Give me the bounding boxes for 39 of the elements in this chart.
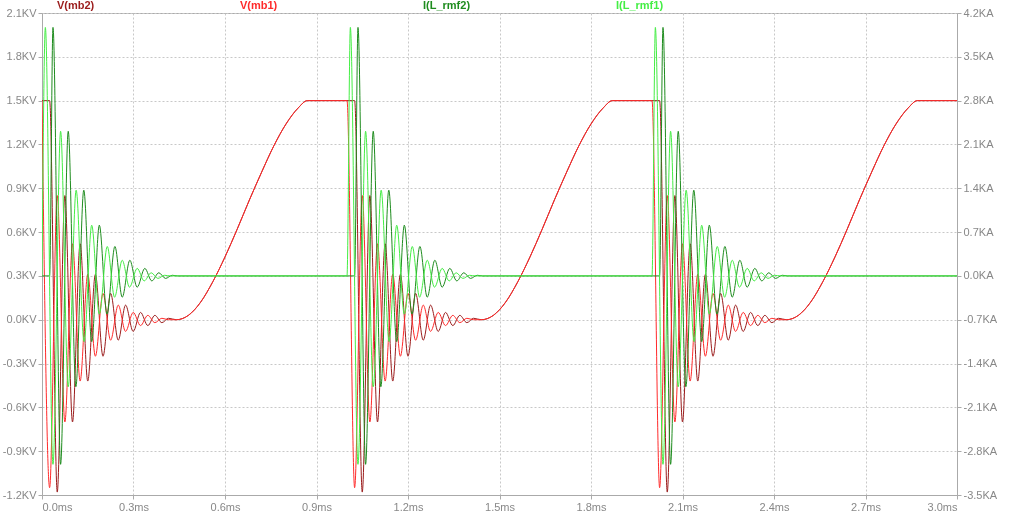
y2-tick-label: 1.4KA [963,181,995,194]
x-tick-label: 2.1ms [668,500,699,513]
x-tick-label: 1.5ms [485,500,516,513]
x-tick-label: 1.8ms [576,500,607,513]
y2-tick-label: -1.4KA [963,357,998,370]
x-tick-label: 0.9ms [302,500,333,513]
y-tick-label: -0.6KV [2,400,38,413]
x-tick-label: 3.0ms [927,500,958,513]
series-label: I(L_rmf1) [616,0,664,11]
x-tick-label: 1.2ms [393,500,424,513]
y2-tick-label: 2.8KA [963,94,995,107]
y-tick-label: -1.2KV [2,488,38,501]
y-tick-label: 0.3KV [6,269,38,282]
y-tick-label: 1.8KV [6,50,38,63]
y-tick-label: 0.6KV [6,225,38,238]
y-tick-label: 1.5KV [6,94,38,107]
y2-tick-label: 2.1KA [963,137,995,150]
y-tick-label: 0.0KV [6,313,38,326]
text: I(L_rmf2) [423,0,471,11]
y2-tick-label: -2.8KA [963,444,998,457]
y-tick-label: -0.3KV [2,357,38,370]
y2-tick-label: 0.0KA [963,269,995,282]
text: V(mb2) [57,0,95,11]
x-tick-label: 0.3ms [119,500,150,513]
y2-tick-label: -0.7KA [963,313,998,326]
y-tick-label: -0.9KV [2,444,38,457]
y2-tick-label: 3.5KA [963,50,995,63]
x-tick-label: 2.7ms [851,500,882,513]
y2-tick-label: 0.7KA [963,225,995,238]
x-tick-label: 0.6ms [210,500,241,513]
y-tick-label: 2.1KV [6,6,38,19]
y2-tick-label: -2.1KA [963,400,998,413]
y-tick-label: 1.2KV [6,137,38,150]
x-tick-label: 2.4ms [759,500,790,513]
y2-tick-label: 4.2KA [963,6,995,19]
text: V(mb1) [240,0,278,11]
x-tick-label: 0.0ms [42,500,73,513]
y-tick-label: 0.9KV [6,181,38,194]
y2-tick-label: -3.5KA [963,488,998,501]
